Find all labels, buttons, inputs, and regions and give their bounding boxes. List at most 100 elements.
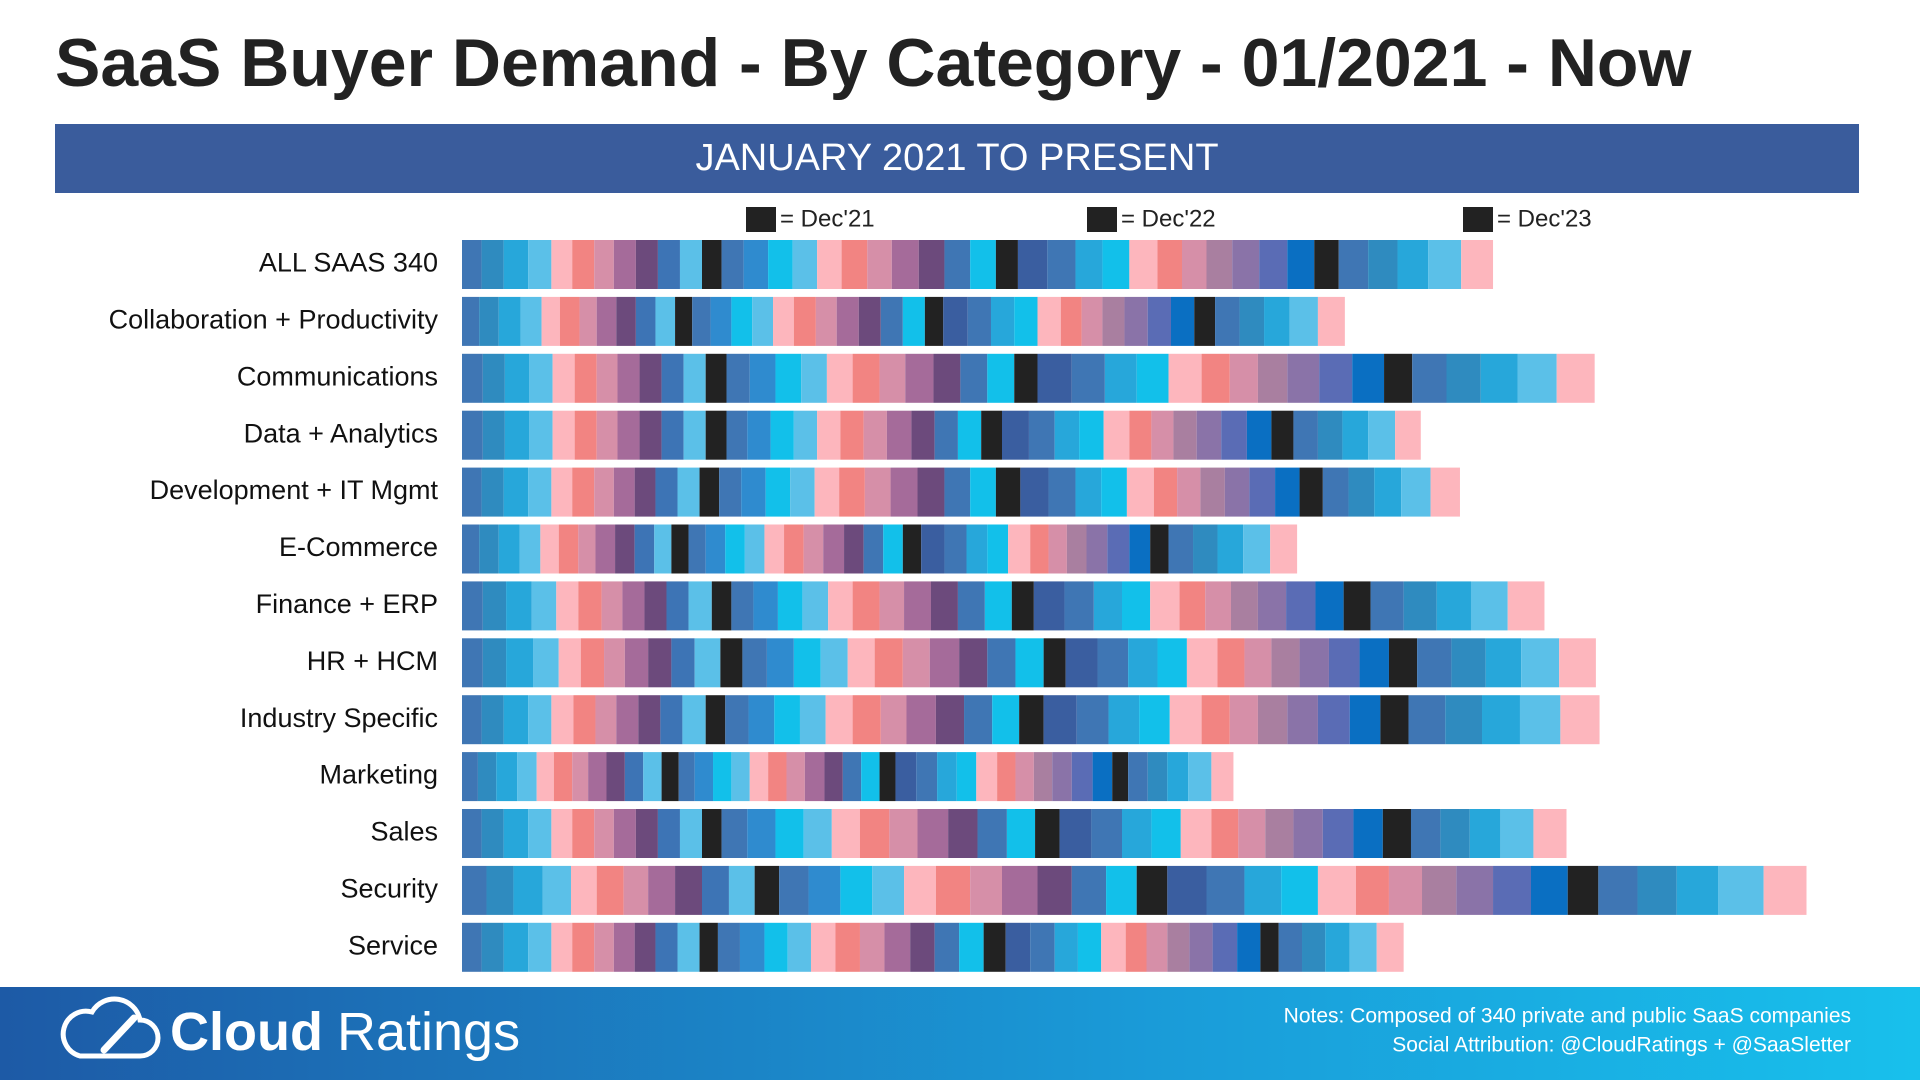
segment (1325, 922, 1350, 972)
segment (624, 752, 644, 802)
segment (918, 240, 945, 289)
segment (648, 865, 676, 915)
segment (595, 524, 616, 574)
segment (638, 695, 661, 745)
segment (1033, 581, 1065, 631)
segment (540, 524, 559, 574)
segment (1008, 524, 1031, 574)
segment (764, 922, 788, 972)
segment (655, 922, 678, 972)
segment (660, 695, 683, 745)
segment (657, 809, 680, 858)
segment (775, 353, 802, 403)
segment (655, 467, 678, 517)
segment (1052, 752, 1072, 802)
segment (1446, 353, 1481, 403)
segment (861, 752, 880, 802)
segment (572, 467, 595, 517)
segment (1271, 638, 1300, 688)
segment (748, 695, 775, 745)
segment (825, 695, 853, 745)
segment (921, 524, 945, 574)
segment (1246, 410, 1272, 460)
segment (498, 524, 520, 574)
segment (558, 524, 579, 574)
segment (1147, 296, 1171, 346)
segment (559, 296, 580, 346)
segment (617, 410, 640, 460)
segment (594, 240, 614, 289)
segment (1517, 353, 1557, 403)
segment (803, 809, 832, 858)
segment (699, 467, 720, 517)
legend-label: = Dec'23 (1497, 205, 1592, 232)
brand-name: Cloud Ratings (170, 1002, 520, 1062)
segment (995, 240, 1018, 289)
segment (574, 410, 597, 460)
segment (616, 695, 639, 745)
segment (657, 240, 680, 289)
segment (688, 581, 712, 631)
segment (496, 752, 518, 802)
segment (1011, 581, 1034, 631)
segment (541, 296, 560, 346)
segment (992, 695, 1020, 745)
segment (634, 922, 656, 972)
segment (1348, 467, 1375, 517)
segment (1317, 410, 1343, 460)
segment (542, 865, 571, 915)
segment (1043, 638, 1066, 688)
segment (1179, 581, 1206, 631)
segment (1182, 240, 1207, 289)
segment (705, 524, 726, 574)
segment (884, 922, 911, 972)
segment (528, 695, 552, 745)
segment (682, 695, 706, 745)
segment (1388, 638, 1418, 688)
segment (1456, 865, 1494, 915)
segment (1224, 467, 1250, 517)
segment (1167, 865, 1207, 915)
segment (801, 353, 827, 403)
segment (863, 524, 884, 574)
segment (1286, 581, 1316, 631)
segment (702, 865, 729, 915)
segment (810, 922, 836, 972)
segment (1211, 809, 1239, 858)
segment (503, 240, 529, 289)
segment (1077, 922, 1102, 972)
segment (623, 865, 649, 915)
segment (622, 581, 645, 631)
chart-title: SaaS Buyer Demand - By Category - 01/202… (55, 25, 1692, 101)
segment (752, 296, 774, 346)
note: Social Attribution: @CloudRatings + @Saa… (1392, 1034, 1851, 1057)
category-label: Data + Analytics (244, 418, 438, 448)
segment (1129, 240, 1158, 289)
segment (731, 296, 753, 346)
segment (1126, 467, 1154, 517)
segment (1293, 410, 1318, 460)
segment (764, 524, 785, 574)
segment (1229, 695, 1258, 745)
segment (671, 638, 695, 688)
segment (820, 638, 848, 688)
segment (1122, 809, 1152, 858)
segment (725, 695, 749, 745)
segment (1278, 922, 1303, 972)
segment (1170, 296, 1195, 346)
segment (880, 695, 907, 745)
segment (1139, 695, 1170, 745)
segment (462, 922, 482, 972)
segment (1129, 524, 1151, 574)
category-label: Collaboration + Productivity (109, 305, 439, 335)
segment (679, 809, 703, 858)
segment (1124, 296, 1148, 346)
segment (1108, 695, 1140, 745)
segment (1232, 240, 1260, 289)
segment (904, 581, 931, 631)
segment (596, 353, 618, 403)
segment (655, 296, 676, 346)
segment (1071, 865, 1107, 915)
segment (635, 296, 656, 346)
segment (713, 752, 732, 802)
